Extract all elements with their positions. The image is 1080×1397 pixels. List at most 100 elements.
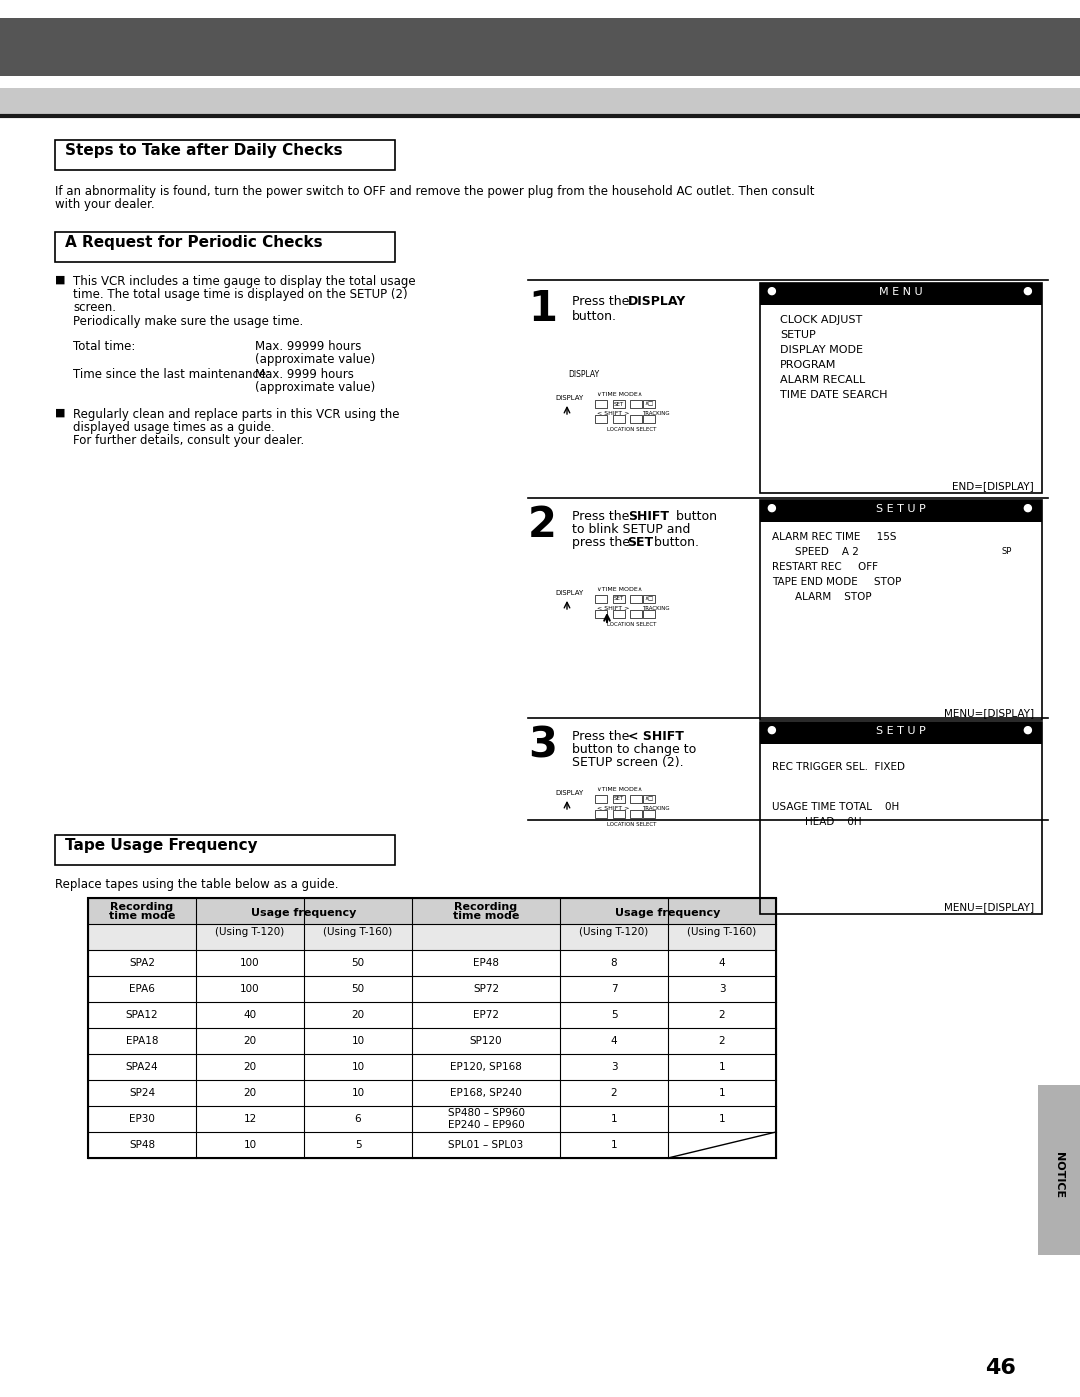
Text: 20: 20: [351, 1010, 365, 1020]
Bar: [760, 284, 1042, 493]
Text: PROGRAM: PROGRAM: [780, 360, 836, 370]
Bar: [630, 415, 642, 423]
Text: < SHIFT >: < SHIFT >: [597, 606, 630, 610]
Text: ∨TIME MODE∧: ∨TIME MODE∧: [597, 787, 643, 792]
Text: Recording: Recording: [455, 902, 517, 912]
Bar: [630, 400, 642, 408]
Text: SETUP: SETUP: [780, 330, 815, 339]
Text: LOCATION SELECT: LOCATION SELECT: [607, 622, 657, 627]
Text: MENU=[DISPLAY]: MENU=[DISPLAY]: [944, 902, 1034, 912]
Bar: [55, 140, 395, 170]
Text: S E T U P: S E T U P: [876, 726, 926, 736]
Text: 5: 5: [354, 1140, 362, 1150]
Text: M E N U: M E N U: [879, 286, 922, 298]
Text: SHIFT: SHIFT: [627, 510, 669, 522]
Text: For further details, consult your dealer.: For further details, consult your dealer…: [73, 434, 305, 447]
Text: 3: 3: [718, 983, 726, 995]
Text: ●: ●: [1023, 503, 1032, 513]
Text: SET: SET: [627, 536, 653, 549]
Text: ∧□: ∧□: [645, 597, 653, 602]
Text: END=[DISPLAY]: END=[DISPLAY]: [953, 481, 1034, 490]
Text: ∨TIME MODE∧: ∨TIME MODE∧: [597, 587, 643, 592]
Bar: [643, 795, 654, 803]
Text: (Using T-160): (Using T-160): [687, 928, 757, 937]
Text: Usage frequency: Usage frequency: [252, 908, 356, 918]
Text: SP48: SP48: [129, 1140, 156, 1150]
Text: If an abnormality is found, turn the power switch to OFF and remove the power pl: If an abnormality is found, turn the pow…: [55, 184, 814, 198]
Text: DISPLAY: DISPLAY: [568, 370, 599, 379]
Text: 2: 2: [718, 1010, 726, 1020]
Text: Total time:: Total time:: [73, 339, 135, 353]
Text: NOTICE: NOTICE: [1054, 1153, 1064, 1199]
Bar: [613, 595, 625, 604]
Text: TAPE END MODE     STOP: TAPE END MODE STOP: [772, 577, 902, 587]
Text: (Using T-120): (Using T-120): [579, 928, 649, 937]
Text: Recording: Recording: [110, 902, 174, 912]
Bar: [613, 810, 625, 819]
Text: SET: SET: [613, 796, 624, 802]
Text: 12: 12: [243, 1113, 257, 1125]
Text: Press the: Press the: [572, 510, 633, 522]
Text: 40: 40: [243, 1010, 257, 1020]
Text: 2: 2: [718, 1037, 726, 1046]
Bar: [613, 610, 625, 617]
Text: DISPLAY: DISPLAY: [627, 295, 686, 307]
Bar: [760, 500, 1042, 522]
Text: displayed usage times as a guide.: displayed usage times as a guide.: [73, 420, 274, 434]
Text: ∨TIME MODE∧: ∨TIME MODE∧: [597, 393, 643, 397]
Text: TIME DATE SEARCH: TIME DATE SEARCH: [780, 390, 888, 400]
Text: 1: 1: [528, 288, 557, 330]
Text: HEAD    0H: HEAD 0H: [805, 817, 862, 827]
Text: screen.: screen.: [73, 300, 116, 314]
Text: ∧□: ∧□: [645, 796, 653, 802]
Text: to blink SETUP and: to blink SETUP and: [572, 522, 690, 536]
Bar: [595, 415, 607, 423]
Text: Usage frequency: Usage frequency: [616, 908, 720, 918]
Text: 1: 1: [610, 1113, 618, 1125]
Text: button to change to: button to change to: [572, 743, 697, 756]
Bar: [643, 610, 654, 617]
Text: 10: 10: [243, 1140, 257, 1150]
Text: CLOCK ADJUST: CLOCK ADJUST: [780, 314, 862, 326]
Text: SPL01 – SPL03: SPL01 – SPL03: [448, 1140, 524, 1150]
Bar: [760, 500, 1042, 719]
Text: ●: ●: [1023, 286, 1032, 296]
Bar: [630, 595, 642, 604]
Text: SPA2: SPA2: [129, 958, 156, 968]
Text: 4: 4: [610, 1037, 618, 1046]
Text: 1: 1: [610, 1140, 618, 1150]
Text: USAGE TIME TOTAL    0H: USAGE TIME TOTAL 0H: [772, 802, 900, 812]
Text: DISPLAY: DISPLAY: [555, 395, 583, 401]
Text: 46: 46: [985, 1358, 1015, 1377]
Bar: [613, 400, 625, 408]
Bar: [643, 810, 654, 819]
Bar: [87, 898, 777, 923]
Text: button.: button.: [650, 536, 699, 549]
Text: ALARM    STOP: ALARM STOP: [795, 592, 872, 602]
Text: 4: 4: [718, 958, 726, 968]
Text: press the: press the: [572, 536, 634, 549]
Text: SPA12: SPA12: [125, 1010, 159, 1020]
Text: EP30: EP30: [130, 1113, 154, 1125]
Text: LOCATION SELECT: LOCATION SELECT: [607, 427, 657, 432]
Text: ●: ●: [766, 503, 775, 513]
Text: 20: 20: [243, 1037, 257, 1046]
Text: Time since the last maintenance:: Time since the last maintenance:: [73, 367, 270, 381]
Text: RESTART REC     OFF: RESTART REC OFF: [772, 562, 878, 571]
Text: MENU=[DISPLAY]: MENU=[DISPLAY]: [944, 708, 1034, 718]
Bar: [0, 18, 1080, 75]
Bar: [0, 88, 1080, 116]
Bar: [595, 610, 607, 617]
Text: ALARM RECALL: ALARM RECALL: [780, 374, 865, 386]
Text: ■: ■: [55, 408, 66, 418]
Text: This VCR includes a time gauge to display the total usage: This VCR includes a time gauge to displa…: [73, 275, 416, 288]
Text: 100: 100: [240, 983, 260, 995]
Text: Max. 9999 hours: Max. 9999 hours: [255, 367, 354, 381]
Text: TRACKING: TRACKING: [642, 606, 670, 610]
Text: 2: 2: [610, 1088, 618, 1098]
Text: (approximate value): (approximate value): [255, 353, 375, 366]
Text: < SHIFT >: < SHIFT >: [597, 806, 630, 812]
Bar: [643, 415, 654, 423]
Text: 3: 3: [528, 725, 557, 767]
Text: DISPLAY: DISPLAY: [555, 789, 583, 796]
